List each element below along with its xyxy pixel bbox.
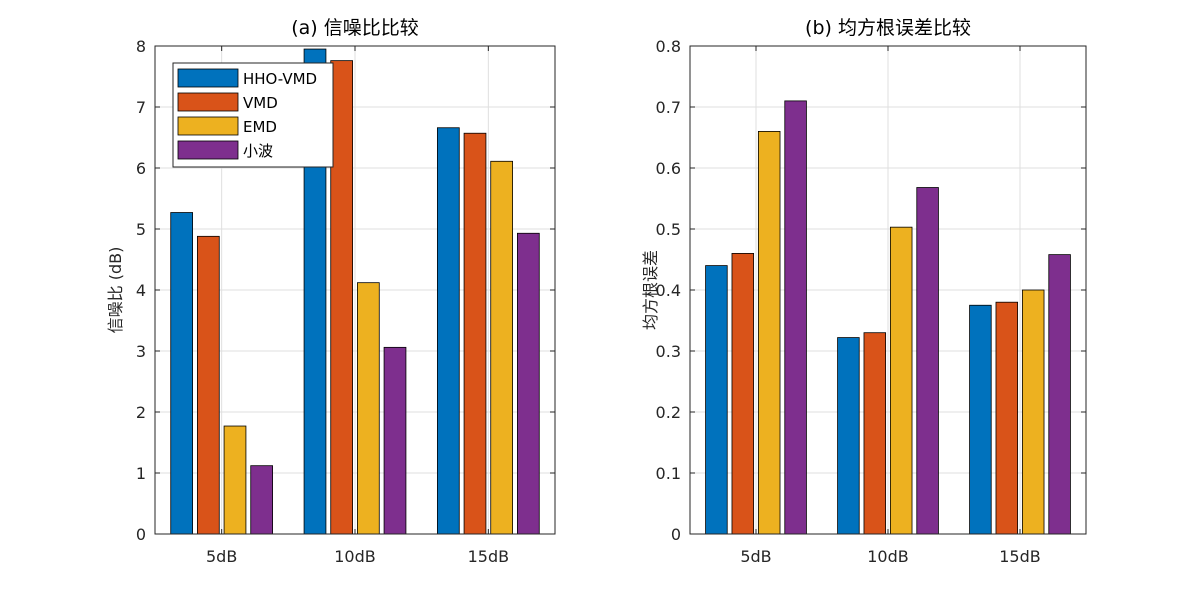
y-axis-label: 均方根误差 — [641, 250, 660, 330]
y-tick-label: 0 — [136, 525, 146, 544]
legend-swatch — [177, 116, 239, 136]
legend-label: HHO-VMD — [243, 70, 317, 88]
bar-HHO-VMD-15dB — [969, 304, 992, 535]
bar-HHO-VMD-15dB — [436, 127, 460, 535]
x-tick-label: 15dB — [468, 547, 510, 566]
y-axis-label: 信噪比 (dB) — [106, 247, 125, 334]
bar-VMD-15dB — [995, 301, 1019, 535]
chart-title: (a) 信噪比比较 — [291, 17, 419, 39]
bar-小波-10dB — [383, 346, 407, 535]
bar-EMD-15dB — [490, 160, 514, 535]
y-tick-label: 5 — [136, 220, 146, 239]
chart-title: (b) 均方根误差比较 — [805, 17, 971, 39]
bar-小波-10dB — [916, 187, 939, 535]
y-tick-label: 0.6 — [656, 159, 681, 178]
bar-EMD-10dB — [356, 282, 380, 535]
y-tick-label: 8 — [136, 37, 146, 56]
y-tick-label: 7 — [136, 98, 146, 117]
x-tick-label: 10dB — [867, 547, 909, 566]
y-tick-label: 0.5 — [656, 220, 681, 239]
y-tick-label: 1 — [136, 464, 146, 483]
y-tick-label: 2 — [136, 403, 146, 422]
y-tick-label: 0.4 — [656, 281, 681, 300]
bar-HHO-VMD-10dB — [837, 337, 860, 535]
legend-swatch — [177, 68, 239, 88]
x-tick-label: 10dB — [334, 547, 376, 566]
y-tick-label: 0 — [671, 525, 681, 544]
y-tick-label: 0.7 — [656, 98, 681, 117]
bar-EMD-10dB — [889, 226, 913, 535]
x-tick-label: 5dB — [206, 547, 237, 566]
y-tick-label: 0.2 — [656, 403, 681, 422]
bar-VMD-5dB — [196, 235, 220, 535]
y-tick-label: 6 — [136, 159, 146, 178]
bar-VMD-15dB — [463, 132, 487, 535]
legend-label: EMD — [243, 118, 277, 136]
bar-EMD-15dB — [1021, 289, 1045, 535]
y-tick-label: 4 — [136, 281, 146, 300]
legend-swatch — [177, 92, 239, 112]
x-tick-label: 15dB — [999, 547, 1041, 566]
bar-小波-5dB — [250, 465, 274, 535]
bar-HHO-VMD-5dB — [170, 212, 194, 535]
bar-VMD-5dB — [731, 252, 755, 535]
legend-label: VMD — [243, 94, 278, 112]
bar-小波-15dB — [1048, 254, 1071, 535]
bar-VMD-10dB — [330, 60, 354, 535]
bar-小波-15dB — [517, 232, 540, 535]
bar-EMD-5dB — [757, 130, 781, 535]
bar-EMD-5dB — [223, 425, 247, 535]
panel-rmse: 0 0.1 0.2 0.3 0.4 0.5 0.6 0.7 0.8 5dB 10dB 15dB (b) … — [641, 17, 1087, 566]
legend-label: 小波 — [243, 142, 273, 160]
bar-小波-5dB — [784, 100, 807, 535]
bar-HHO-VMD-5dB — [705, 265, 728, 535]
y-tick-label: 0.1 — [656, 464, 681, 483]
y-tick-label: 0.3 — [656, 342, 681, 361]
legend-swatch — [177, 140, 239, 160]
x-tick-label: 5dB — [740, 547, 771, 566]
y-tick-label: 3 — [136, 342, 146, 361]
legend: HHO-VMD VMD EMD 小波 — [172, 62, 334, 168]
y-tick-label: 0.8 — [656, 37, 681, 56]
bar-VMD-10dB — [863, 332, 887, 535]
